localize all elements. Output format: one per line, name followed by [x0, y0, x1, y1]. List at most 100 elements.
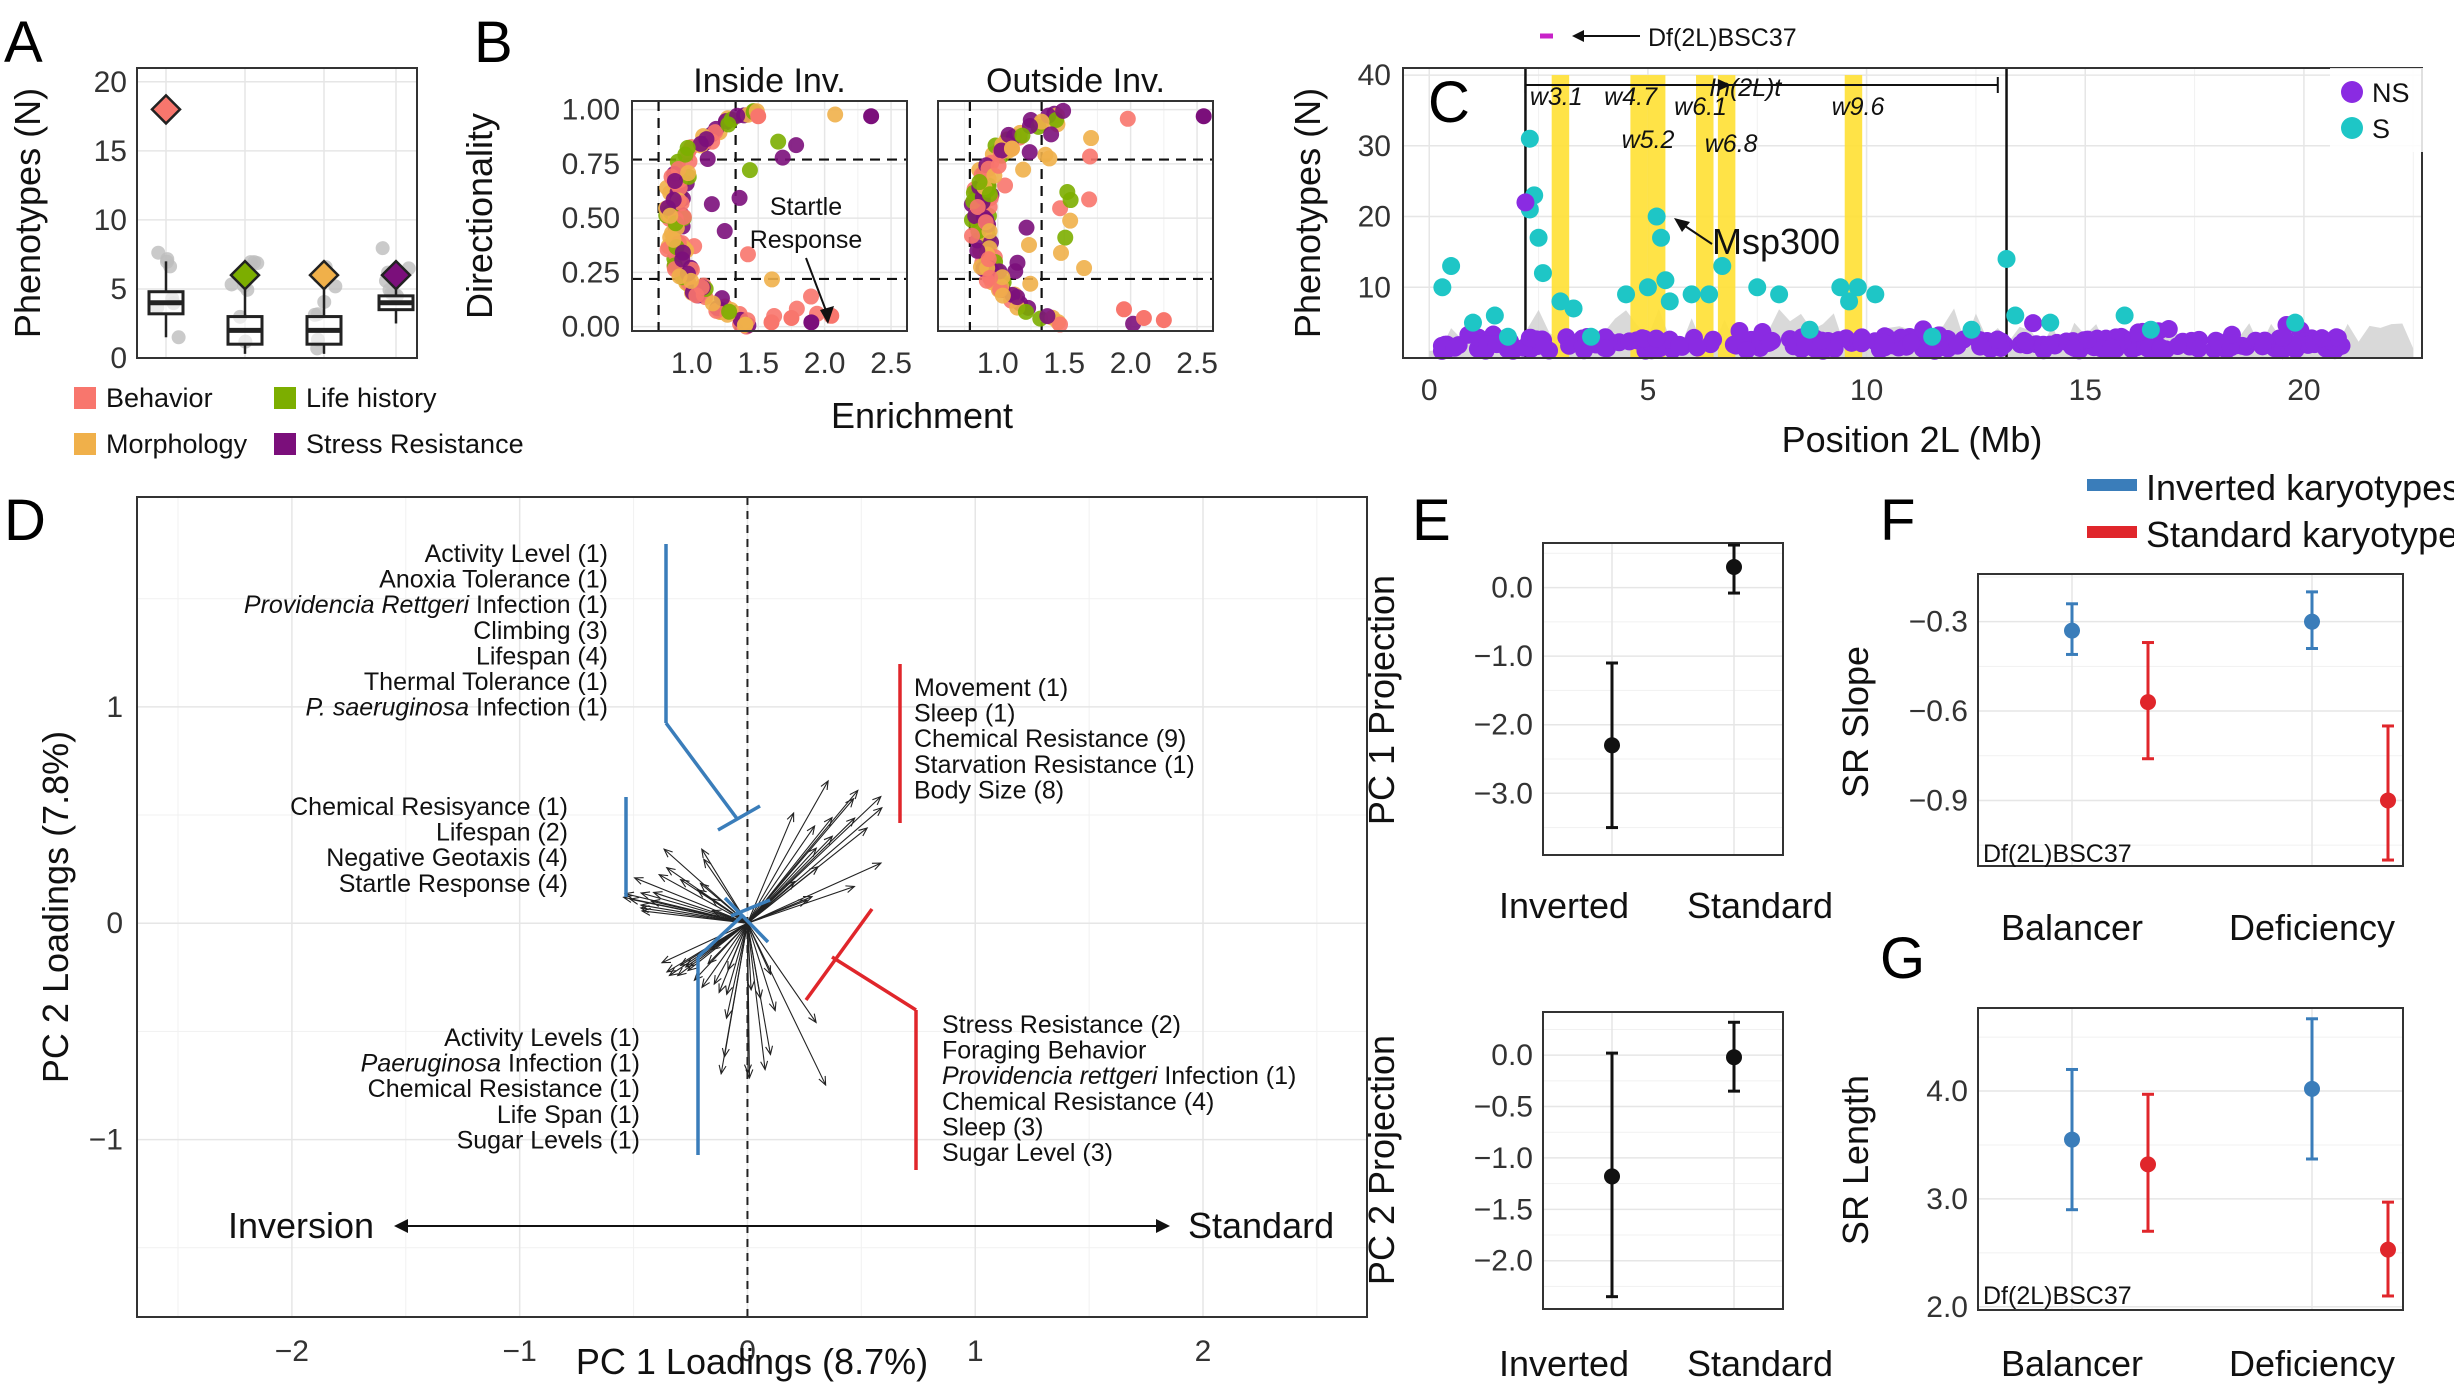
c-window-highlight: [1551, 75, 1570, 358]
d-ytick-label: −1: [89, 1124, 123, 1157]
b-data-point: [1082, 148, 1099, 165]
b-data-point: [770, 133, 787, 150]
d-y-axis-title: PC 2 Loadings (7.8%): [35, 731, 76, 1083]
b-data-point: [964, 227, 981, 244]
c-ns-point: [1812, 331, 1831, 350]
b-data-point: [675, 208, 692, 225]
d-loading-arrow: [746, 923, 751, 1078]
d-loading-arrowhead: [699, 882, 710, 892]
panel-c: 0 5 10 15 20 10 20 30 40 w3.1 w4.7 w5.2 w6.1 w6.8 w9.6…: [1287, 24, 2442, 460]
d-loading-arrowhead: [663, 848, 673, 858]
e1-ytick-label: −3.0: [1474, 777, 1533, 810]
e2-ytick-label: −0.5: [1474, 1091, 1533, 1124]
c-s-point: [1700, 285, 1719, 304]
c-window-label: w6.8: [1705, 130, 1758, 158]
c-s-point: [1660, 292, 1679, 311]
d-loading-arrowhead: [702, 858, 712, 869]
b-outlier-point: [763, 314, 780, 331]
b-data-point: [1119, 110, 1136, 127]
d-bracket-connector: [664, 721, 740, 822]
b-data-point: [1007, 263, 1024, 280]
d-inversion-label: Inversion: [228, 1205, 374, 1246]
b-data-point: [788, 137, 805, 154]
c-s-point: [1463, 313, 1482, 332]
b-data-point: [703, 196, 720, 213]
c-ns-point: [2168, 337, 2187, 356]
f-mean-point: [2380, 792, 2396, 809]
b-plot-frame: [937, 100, 1214, 332]
f-note: Df(2L)BSC37: [1983, 840, 2132, 868]
d-label-upper-right: Body Size (8): [914, 776, 1064, 804]
d-loading-arrowhead: [679, 957, 690, 967]
d-loading-arrowhead: [622, 895, 633, 903]
e1-mean-point: [1726, 559, 1742, 575]
a-legend-swatch: [74, 387, 96, 409]
b-data-point: [1055, 102, 1072, 119]
d-loading-arrowhead: [846, 817, 856, 827]
d-loading-arrowhead: [701, 978, 710, 989]
c-s-point: [2141, 320, 2160, 339]
b-data-point: [1081, 191, 1098, 208]
b-data-point: [971, 174, 988, 191]
a-highlight-diamond: [380, 259, 412, 291]
b-ytick-label: 0.75: [562, 148, 620, 181]
c-s-point: [1433, 278, 1452, 297]
b-data-point: [1014, 127, 1031, 144]
d-loading-arrowhead: [724, 1009, 733, 1020]
d-loading-arrowhead: [652, 891, 663, 899]
b-data-point: [1015, 161, 1032, 178]
a-ytick-label: 10: [94, 204, 127, 237]
d-label-upper-left: Providencia Rettgeri Infection (1): [244, 591, 608, 619]
b-data-point: [699, 150, 716, 167]
c-ns-point: [2159, 320, 2178, 339]
g-category-label: Deficiency: [2229, 1343, 2395, 1384]
b-data-point: [674, 244, 691, 261]
c-ns-point: [1534, 337, 1553, 356]
d-bracket-cap: [723, 896, 770, 944]
c-ns-point: [1595, 339, 1614, 358]
d-label-upper-left: P. saeruginosa Infection (1): [305, 694, 608, 722]
c-s-point: [1713, 257, 1732, 276]
d-label-lower-right: Sugar Level (3): [942, 1139, 1113, 1167]
c-msp-arrowhead: [1674, 218, 1690, 232]
e1-mean-point: [1604, 737, 1620, 754]
d-label-middle-left: Chemical Resisyance (1): [290, 793, 568, 821]
f-mean-point: [2304, 613, 2320, 630]
d-loading-arrow: [746, 922, 772, 975]
c-s-point: [1748, 278, 1767, 297]
a-highlight-diamond: [308, 259, 340, 291]
d-loading-arrowhead: [727, 960, 735, 972]
f-ytick-label: −0.6: [1909, 695, 1968, 728]
c-x-axis-title: Position 2L (Mb): [1782, 419, 2043, 460]
d-loading-arrowhead: [665, 964, 676, 973]
a-ytick-label: 15: [94, 135, 127, 168]
d-loading-arrow: [640, 907, 748, 924]
a-highlight-diamond: [229, 259, 261, 291]
c-msp-arrow: [1681, 223, 1713, 245]
d-loading-arrow: [661, 922, 748, 964]
a-legend-label: Morphology: [106, 429, 248, 459]
b-annotation-line1: Startle: [770, 193, 842, 221]
d-bracket-connector: [831, 955, 917, 1012]
b-data-point: [1041, 150, 1058, 167]
c-ns-point: [2040, 335, 2059, 354]
b-data-point: [969, 199, 986, 216]
c-ns-point: [2078, 330, 2097, 349]
b-data-point: [716, 223, 733, 240]
g-y-axis-title: SR Length: [1835, 1075, 1876, 1245]
d-loading-arrow: [640, 892, 748, 924]
d-loading-arrow: [746, 922, 817, 1023]
panel-letter-e: E: [1412, 488, 1451, 553]
b-xtick-label: 1.5: [737, 347, 779, 380]
b-xtick-label: 2.5: [870, 347, 912, 380]
b-xtick-label: 2.5: [1176, 347, 1218, 380]
b-data-point: [1052, 316, 1069, 333]
b-data-point: [1003, 140, 1020, 157]
c-s-point: [2115, 306, 2134, 325]
c-xtick-label: 15: [2069, 374, 2102, 407]
f-ytick-label: −0.3: [1909, 606, 1968, 639]
d-loading-arrowhead: [676, 967, 687, 977]
d-loading-arrowhead: [743, 1064, 752, 1075]
d-label-lower-left: Life Span (1): [497, 1101, 640, 1129]
